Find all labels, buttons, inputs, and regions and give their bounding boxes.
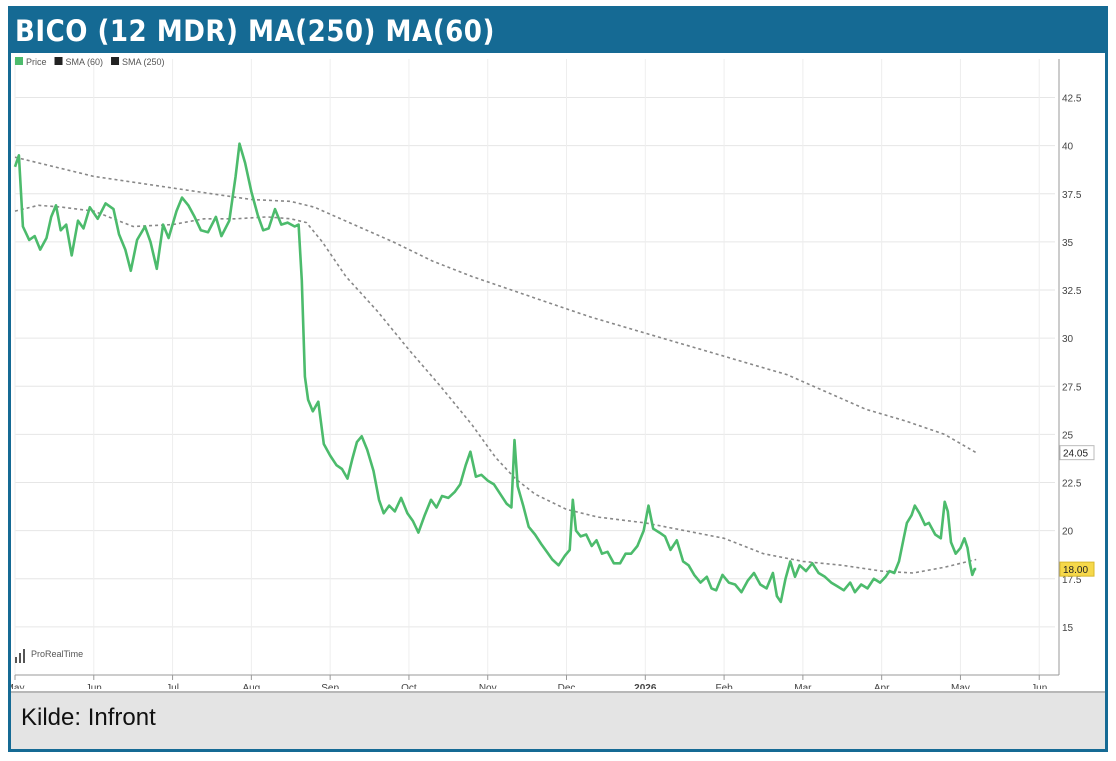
x-tick-label: May	[11, 683, 24, 689]
last-price-label-box	[1059, 561, 1095, 577]
legend-swatch-sma-60	[54, 57, 63, 65]
legend-label-sma-250: SMA (250)	[122, 57, 165, 67]
source-footer: Kilde: Infront	[11, 691, 1105, 749]
x-tick-label: Jul	[166, 683, 179, 689]
plot-background	[11, 53, 1105, 689]
legend-label-sma-60: SMA (60)	[66, 57, 104, 67]
x-tick-label: Mar	[794, 683, 812, 689]
title-bar: BICO (12 MDR) MA(250) MA(60)	[11, 9, 1105, 53]
y-tick-label: 27.5	[1062, 382, 1082, 393]
x-tick-label: Jun	[86, 683, 102, 689]
x-tick-label: Sep	[321, 683, 339, 689]
bar-chart-icon	[15, 649, 25, 663]
source-label: Kilde: Infront	[21, 704, 156, 731]
x-tick-label: Oct	[401, 683, 417, 689]
x-tick-label: Jun	[1031, 683, 1047, 689]
price-line	[13, 142, 977, 604]
chart-title: BICO (12 MDR) MA(250) MA(60)	[15, 14, 495, 48]
x-tick-label: Apr	[874, 683, 890, 689]
grid-lines	[14, 59, 1055, 675]
series-layer	[13, 142, 977, 604]
y-tick-label: 37.5	[1062, 190, 1082, 201]
x-tick-label: Feb	[715, 683, 733, 689]
legend-label-price: Price	[26, 57, 47, 67]
last-sma250-label-box	[1059, 445, 1095, 461]
last-price-label: 18.00	[1063, 565, 1088, 576]
y-tick-label: 25	[1062, 430, 1074, 441]
y-tick-label: 42.5	[1062, 94, 1082, 105]
legend: Price SMA (60) SMA (250)	[15, 57, 165, 67]
chart-frame: BICO (12 MDR) MA(250) MA(60) 15 17.5 20 22.…	[6, 6, 1108, 752]
y-tick-label: 35	[1062, 238, 1074, 249]
y-tick-label: 22.5	[1062, 479, 1082, 490]
x-tick-label: May	[951, 683, 970, 689]
y-tick-label: 15	[1062, 623, 1074, 634]
watermark: ProRealTime	[15, 649, 83, 663]
y-tick-label: 32.5	[1062, 286, 1082, 297]
sma-250-line	[14, 156, 977, 454]
last-sma250-label: 24.05	[1063, 449, 1088, 460]
y-tick-label: 30	[1062, 334, 1074, 345]
legend-swatch-sma-250	[111, 57, 120, 65]
x-tick-label: Dec	[558, 683, 576, 689]
x-tick-label: Nov	[479, 683, 497, 689]
x-tick-label: Aug	[242, 683, 260, 689]
y-tick-label: 40	[1062, 142, 1074, 153]
watermark-text: ProRealTime	[31, 649, 83, 659]
chart-area: 15 17.5 20 22.5 25 27.5 30 32.5 35 37.5 40 42.5 May J…	[6, 53, 1105, 694]
price-chart: 15 17.5 20 22.5 25 27.5 30 32.5 35 37.5 40 42.5 May J…	[6, 53, 1105, 694]
y-tick-label: 20	[1062, 527, 1074, 538]
axis-layer: 15 17.5 20 22.5 25 27.5 30 32.5 35 37.5 40 42.5 May J…	[6, 59, 1095, 694]
x-tick-label: 2026	[634, 683, 657, 689]
legend-swatch-price	[15, 57, 23, 65]
y-tick-label: 17.5	[1062, 575, 1082, 586]
